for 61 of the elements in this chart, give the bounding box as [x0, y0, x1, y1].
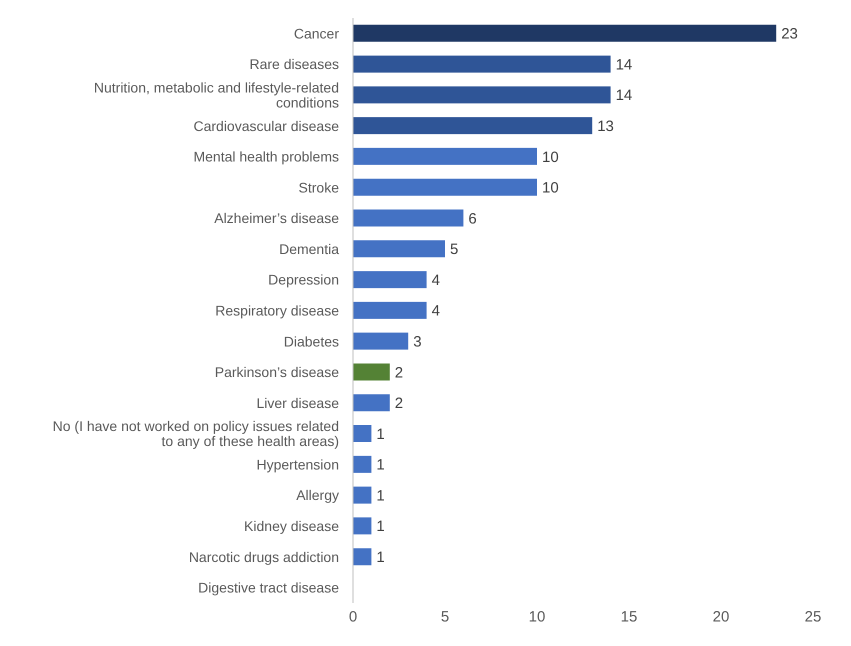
y-tick-label: Stroke	[298, 179, 340, 196]
bar	[353, 86, 611, 104]
data-label: 14	[616, 56, 632, 74]
bar	[353, 456, 372, 473]
y-tick-label: Diabetes	[284, 333, 339, 350]
bar	[353, 548, 372, 566]
x-tick-label: 5	[440, 608, 450, 626]
y-tick-label: Liver disease	[256, 394, 340, 411]
data-label: 13	[597, 118, 614, 135]
data-label: 14	[616, 87, 632, 104]
bar	[353, 517, 372, 534]
y-tick-label: Mental health problems	[193, 148, 339, 165]
x-tick-label: 10	[528, 608, 546, 626]
bar	[353, 117, 592, 134]
bar	[353, 332, 408, 350]
data-label: 10	[542, 180, 559, 197]
bar	[353, 425, 372, 442]
y-tick-label: Digestive tract disease	[198, 580, 340, 596]
data-label: 1	[376, 456, 385, 474]
data-label: 1	[376, 549, 385, 566]
data-label: 4	[432, 302, 440, 320]
bar	[353, 363, 390, 380]
y-tick-label: Cardiovascular disease	[193, 118, 340, 134]
x-tick-label: 20	[712, 608, 730, 626]
y-tick-label: Cancer	[294, 25, 340, 42]
y-tick-label: Respiratory disease	[215, 302, 340, 318]
x-tick-label: 15	[620, 608, 638, 626]
bar	[353, 271, 427, 288]
y-tick-label: Dementia	[279, 240, 340, 257]
data-label: 2	[394, 395, 404, 412]
data-label: 6	[468, 210, 477, 228]
bar	[353, 240, 445, 258]
data-label: 4	[432, 272, 440, 289]
bar	[353, 178, 537, 196]
y-tick-label: Kidney disease	[244, 518, 340, 534]
y-tick-label: No (I have not worked on policy issues related to any of these health areas)	[52, 418, 339, 450]
data-label: 10	[542, 148, 559, 166]
y-tick-label: Allergy	[296, 487, 339, 504]
y-tick-label: Nutrition, metabolic and lifestyle-related conditions	[94, 79, 339, 110]
data-label: 1	[376, 487, 385, 504]
y-tick-label: Narcotic drugs addiction	[188, 548, 339, 565]
y-tick-label: Depression	[268, 272, 339, 288]
bar	[353, 210, 464, 227]
x-tick-label: 25	[804, 608, 822, 626]
data-label: 5	[450, 241, 458, 258]
bar	[353, 24, 776, 42]
y-tick-label: Rare diseases	[250, 56, 339, 72]
bar	[353, 302, 427, 319]
bar	[353, 394, 390, 412]
data-label: 1	[376, 518, 385, 536]
bar	[353, 56, 611, 73]
y-tick-label: Parkinson’s disease	[214, 364, 340, 380]
data-label: 23	[781, 26, 798, 43]
bar	[353, 148, 537, 165]
data-label: 2	[394, 364, 404, 382]
x-tick-label: 0	[348, 608, 358, 626]
data-label: 3	[413, 333, 422, 350]
y-tick-label: Alzheimer’s disease	[214, 210, 340, 226]
bar	[353, 486, 372, 504]
data-label: 1	[376, 426, 385, 443]
y-tick-label: Hypertension	[256, 456, 339, 472]
